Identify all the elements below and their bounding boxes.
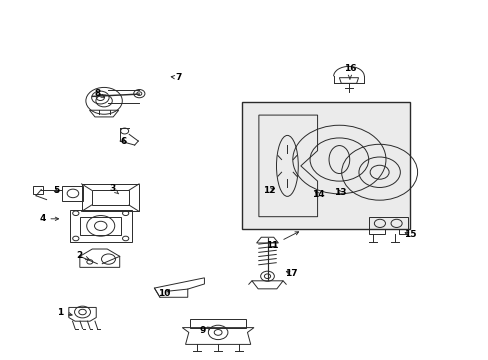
- Text: 12: 12: [263, 186, 275, 195]
- Text: 15: 15: [403, 230, 415, 239]
- Bar: [242, 102, 409, 229]
- Text: 4: 4: [39, 214, 59, 223]
- Text: 11: 11: [265, 232, 298, 250]
- Text: 8: 8: [94, 89, 104, 98]
- Text: 9: 9: [199, 326, 211, 335]
- Text: 6: 6: [121, 137, 126, 146]
- Text: 16: 16: [343, 64, 355, 79]
- Text: 14: 14: [312, 190, 325, 199]
- Text: 13: 13: [333, 188, 346, 197]
- Text: 1: 1: [57, 308, 72, 317]
- Bar: [242, 102, 409, 229]
- Text: 17: 17: [285, 269, 297, 278]
- Text: 10: 10: [158, 289, 170, 298]
- Text: 5: 5: [53, 186, 59, 195]
- Text: 7: 7: [171, 73, 182, 82]
- Text: 3: 3: [109, 184, 119, 194]
- Text: 2: 2: [76, 251, 89, 260]
